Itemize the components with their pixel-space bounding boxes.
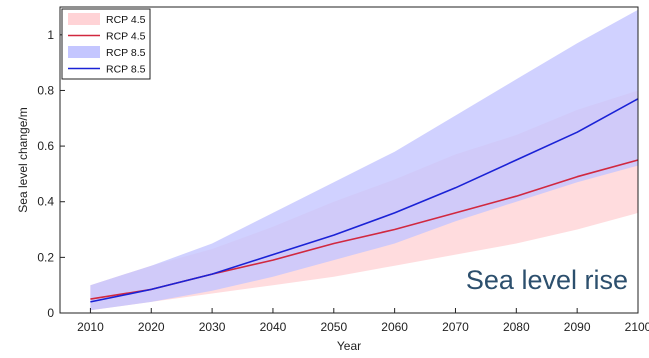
x-tick-label: 2060 — [381, 320, 408, 334]
x-tick-label: 2030 — [199, 320, 226, 334]
plot-frame — [59, 6, 639, 314]
series-lines — [90, 98, 639, 303]
x-tick-label: 2100 — [625, 320, 649, 334]
y-axis-label: Sea level change/m — [16, 107, 30, 212]
x-tick-label: 2070 — [442, 320, 469, 334]
legend-swatch — [68, 46, 100, 58]
uncertainty-bands — [90, 9, 638, 311]
x-axis-label: Year — [337, 339, 361, 353]
x-tick-label: 2010 — [77, 320, 104, 334]
y-axis: 0 0.2 0.4 0.6 0.8 1 — [37, 28, 65, 320]
rcp-8-5-band — [90, 9, 638, 311]
y-tick-label: 1 — [47, 28, 54, 42]
legend-label: RCP 8.5 — [106, 47, 146, 59]
legend-label: RCP 4.5 — [106, 31, 146, 43]
x-tick-label: 2090 — [564, 320, 591, 334]
y-tick-label: 0.6 — [37, 139, 54, 153]
x-axis: 2010 2020 2030 2040 2050 2060 2070 2080 2090 2100 — [77, 308, 649, 334]
legend: RCP 4.5 RCP 4.5 RCP 8.5 RCP 8.5 — [61, 8, 151, 80]
legend-label: RCP 8.5 — [106, 64, 146, 76]
x-tick-label: 2020 — [138, 320, 165, 334]
sea-level-rise-annotation: Sea level rise — [466, 265, 628, 295]
legend-label: RCP 4.5 — [106, 14, 146, 26]
y-tick-label: 0.8 — [37, 83, 54, 97]
y-tick-label: 0 — [47, 306, 54, 320]
x-tick-label: 2050 — [320, 320, 347, 334]
x-tick-label: 2080 — [503, 320, 530, 334]
legend-swatch — [68, 13, 100, 25]
x-tick-label: 2040 — [260, 320, 287, 334]
y-tick-label: 0.2 — [37, 250, 54, 264]
rcp-8-5-line — [90, 98, 639, 303]
y-tick-label: 0.4 — [37, 195, 54, 209]
